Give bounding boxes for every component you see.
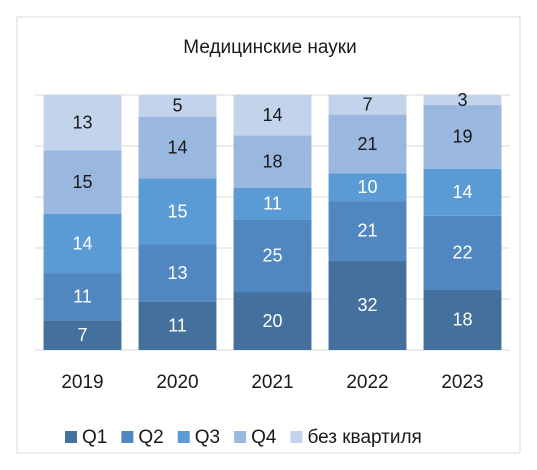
data-label: 7 <box>362 95 372 115</box>
data-label: 14 <box>262 105 282 125</box>
x-tick-label: 2022 <box>346 372 388 393</box>
data-label: 20 <box>262 311 282 331</box>
legend-label: Q2 <box>138 427 163 448</box>
data-label: 3 <box>457 90 467 110</box>
legend-swatch <box>121 431 134 443</box>
bar-segment <box>138 178 217 245</box>
bar-segment <box>43 273 122 321</box>
bar-segment <box>328 95 407 115</box>
bar-segment <box>43 214 122 274</box>
data-label: 10 <box>357 177 377 197</box>
legend-label: без квартиля <box>307 427 421 448</box>
bar-segment <box>423 215 502 290</box>
legend-swatch <box>65 431 77 443</box>
bar-segment <box>138 301 217 350</box>
data-label: 13 <box>167 263 187 283</box>
legend-swatch <box>290 431 303 443</box>
data-label: 22 <box>452 242 472 262</box>
legend-swatch <box>234 431 247 443</box>
data-label: 19 <box>452 127 472 147</box>
bar-segment <box>423 289 502 350</box>
data-label: 18 <box>262 151 282 171</box>
bar-segment <box>328 260 407 350</box>
bar-segment <box>233 135 312 188</box>
bar-segment <box>138 95 217 117</box>
x-tick-label: 2020 <box>156 372 198 393</box>
data-label: 14 <box>452 182 472 202</box>
x-tick-label: 2019 <box>61 372 103 393</box>
data-label: 25 <box>262 246 282 266</box>
data-label: 32 <box>357 295 377 315</box>
data-label: 15 <box>167 201 187 221</box>
data-label: 11 <box>263 193 282 213</box>
data-label: 11 <box>168 316 187 336</box>
bar-segment <box>138 244 217 302</box>
data-label: 14 <box>167 138 187 158</box>
data-label: 21 <box>357 221 377 241</box>
bar-segment <box>328 173 407 202</box>
bar-segment <box>233 95 312 136</box>
x-tick-label: 2023 <box>441 372 483 393</box>
legend-label: Q3 <box>195 427 220 448</box>
bar-segment <box>43 150 122 214</box>
bar-segment <box>328 114 407 174</box>
data-label: 14 <box>72 234 92 254</box>
data-label: 21 <box>357 134 377 154</box>
bar-segment <box>423 95 502 106</box>
bar-segment <box>423 105 502 169</box>
bar-segment <box>328 201 407 261</box>
bar-segment <box>233 219 312 293</box>
data-label: 7 <box>77 325 87 345</box>
data-label: 18 <box>452 310 472 330</box>
data-label: 15 <box>72 172 92 192</box>
bar-segment <box>138 116 217 179</box>
x-tick-label: 2021 <box>251 372 293 393</box>
data-label: 13 <box>72 112 92 132</box>
legend-swatch <box>177 431 190 443</box>
bar-segment <box>43 320 122 350</box>
bar-segment <box>43 95 122 151</box>
data-label: 5 <box>172 96 182 116</box>
data-label: 11 <box>73 287 92 307</box>
bar-segment <box>233 292 312 350</box>
legend-label: Q1 <box>82 427 107 448</box>
bar-segment <box>423 168 502 216</box>
legend-label: Q4 <box>251 427 277 448</box>
chart-title: Медицинские науки <box>183 37 356 58</box>
bar-segment <box>233 187 312 220</box>
